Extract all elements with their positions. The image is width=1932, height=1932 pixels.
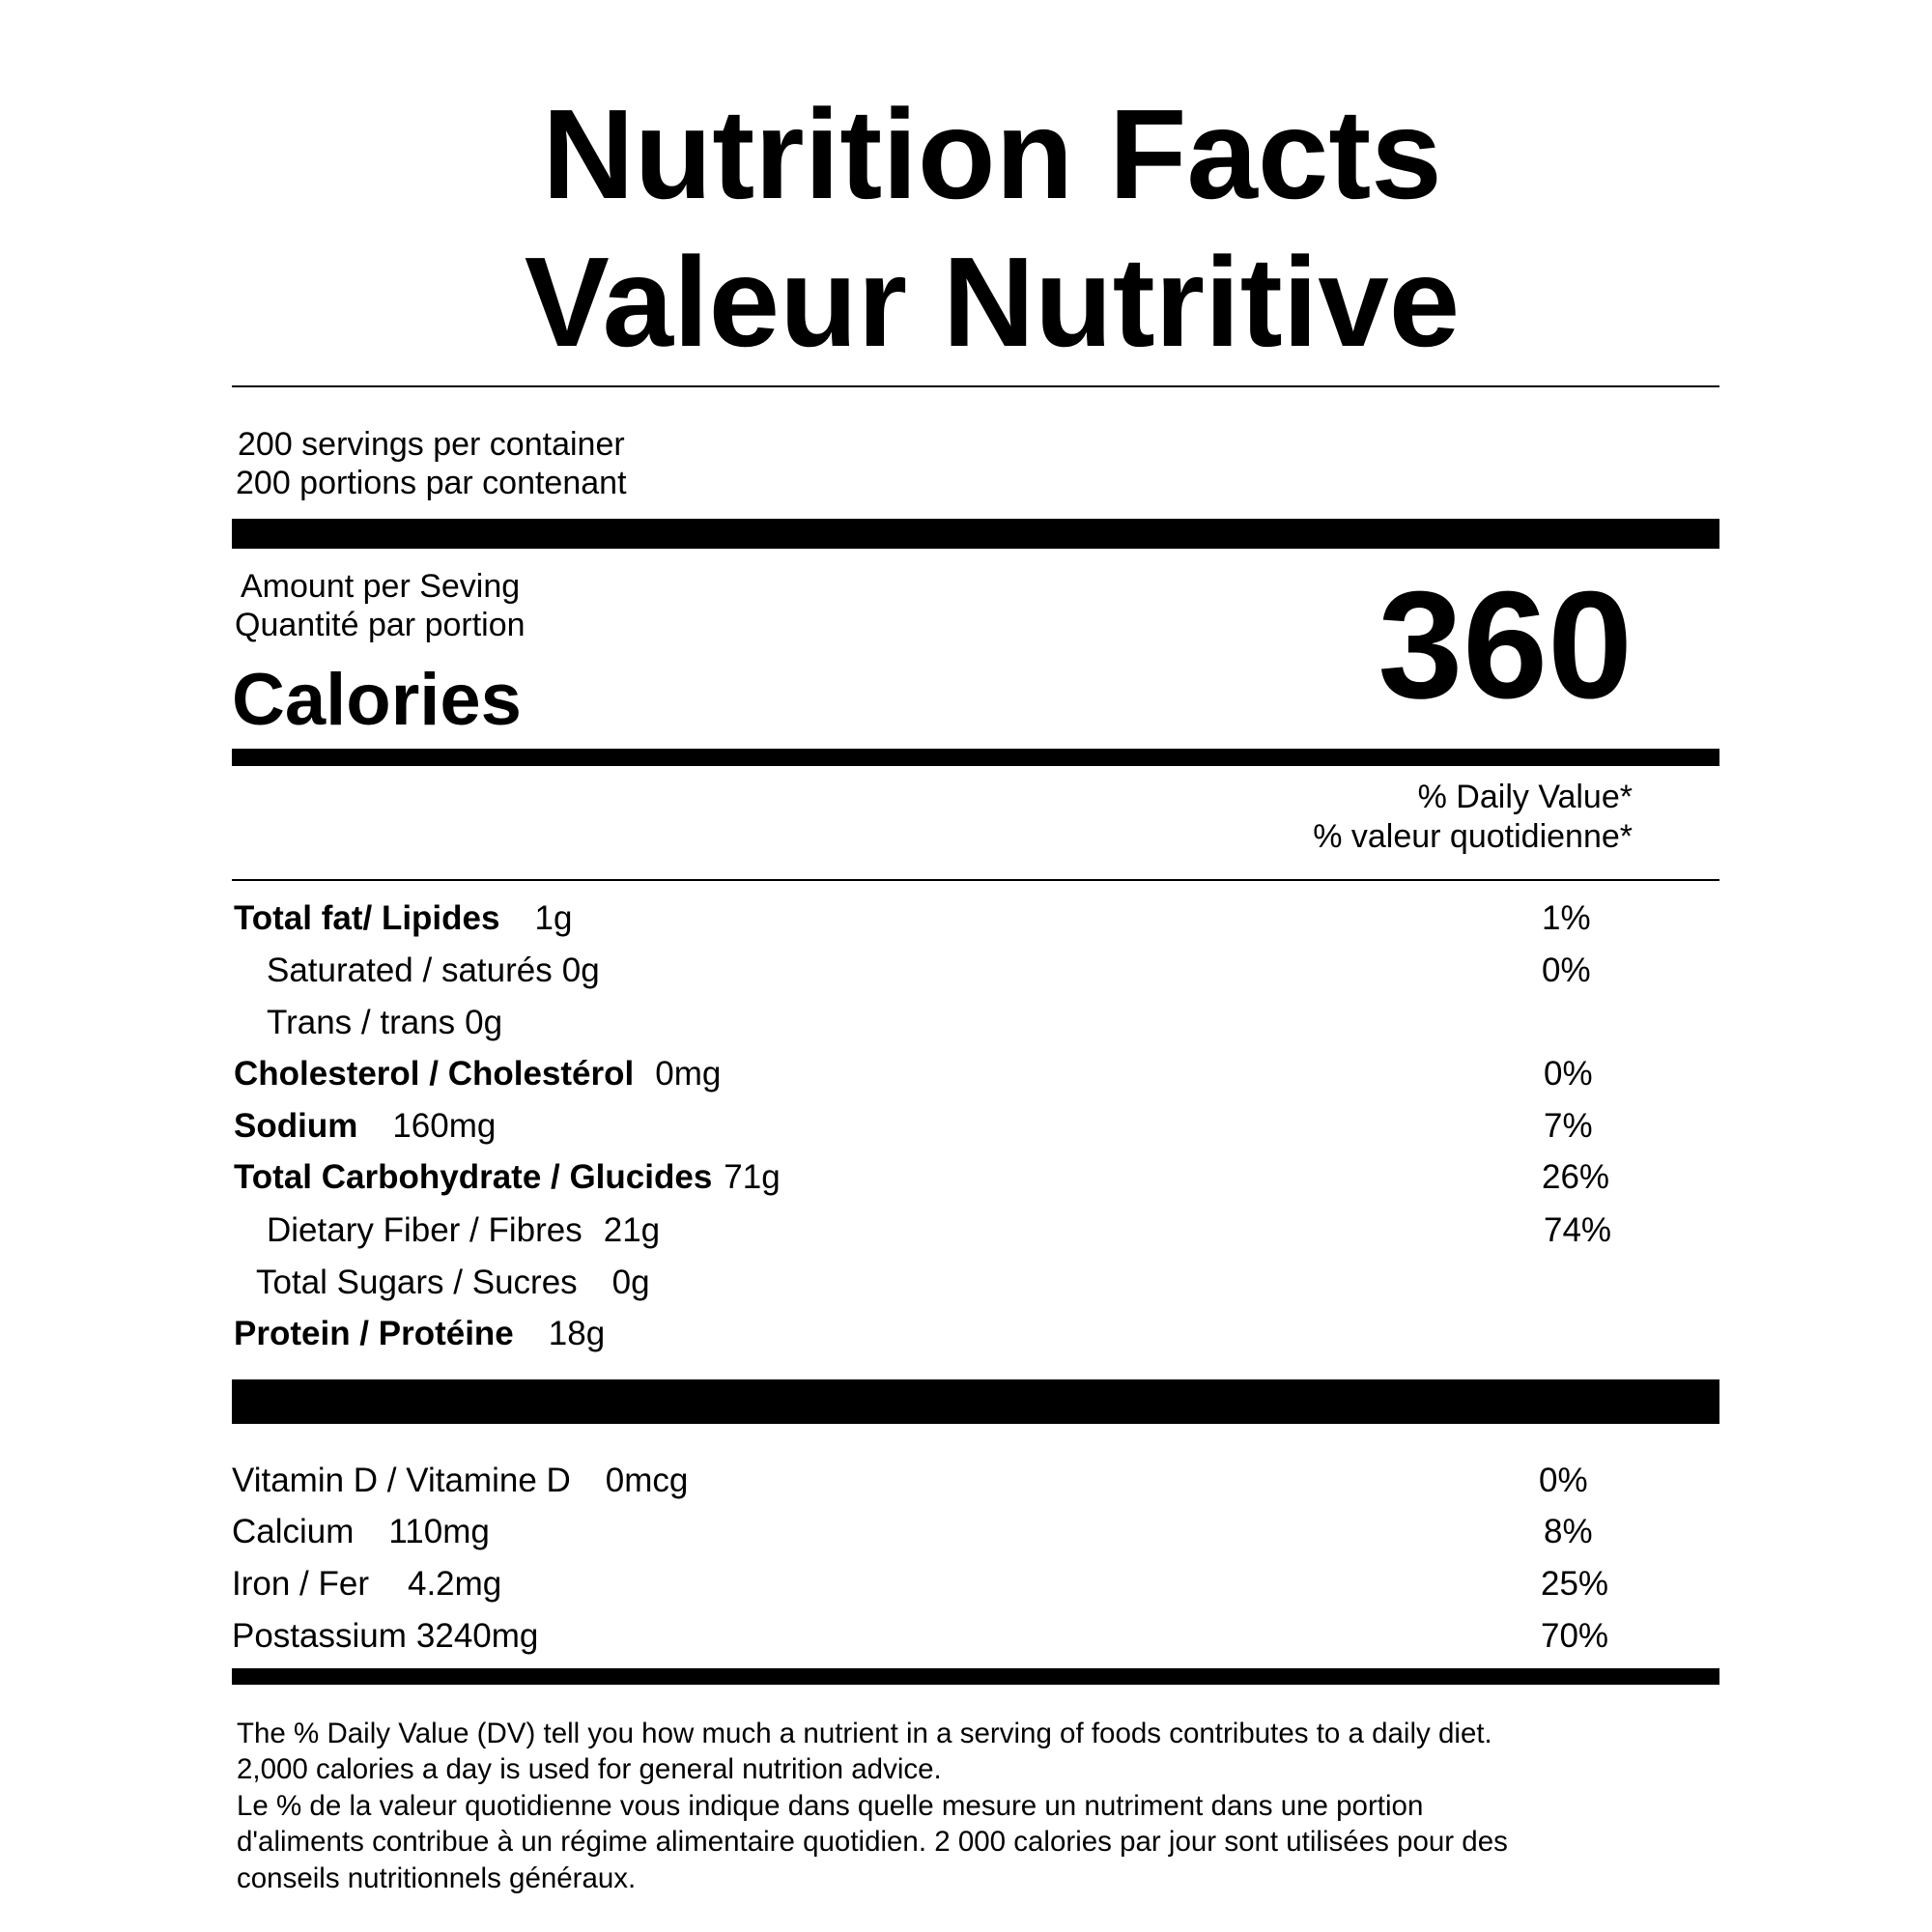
mineral-name: Calcium — [232, 1513, 354, 1550]
nutrient-amount: 0g — [562, 952, 600, 989]
nutrient-dv: 1% — [1542, 899, 1591, 937]
calories-label: Calories — [232, 659, 522, 741]
mineral-dv: 25% — [1541, 1565, 1608, 1603]
nutrient-row: Saturated / saturés 0g — [267, 952, 600, 989]
nutrient-name: Total Sugars / Sucres — [256, 1264, 578, 1301]
nutrient-dv: 0% — [1544, 1055, 1593, 1093]
mineral-row: Calcium 110mg — [232, 1513, 490, 1550]
nutrient-row: Cholesterol / Cholestérol 0mg — [234, 1055, 721, 1093]
nutrient-row: Total Sugars / Sucres 0g — [256, 1264, 650, 1301]
title-en: Nutrition Facts — [542, 83, 1441, 225]
nutrient-amount: 18g — [549, 1315, 605, 1352]
mineral-name: Vitamin D / Vitamine D — [232, 1462, 571, 1499]
mineral-row: Iron / Fer 4.2mg — [232, 1565, 501, 1603]
nutrient-amount: 1g — [534, 899, 572, 937]
nutrient-name: Dietary Fiber / Fibres — [267, 1211, 582, 1249]
bar — [232, 749, 1719, 766]
nutrient-amount: 0g — [612, 1264, 650, 1301]
nutrient-amount: 0g — [465, 1004, 502, 1041]
footnote-line: d'aliments contribue à un régime aliment… — [237, 1826, 1508, 1858]
nutrient-row: Dietary Fiber / Fibres 21g — [267, 1211, 660, 1249]
nutrient-row: Sodium 160mg — [234, 1107, 496, 1145]
footnote-line: conseils nutritionnels généraux. — [237, 1862, 636, 1894]
servings-fr: 200 portions par contenant — [236, 465, 627, 501]
mineral-dv: 0% — [1539, 1462, 1588, 1499]
footnote-line: The % Daily Value (DV) tell you how much… — [237, 1718, 1492, 1749]
nutrient-name: Trans / trans — [267, 1004, 455, 1041]
footnote-line: Le % de la valeur quotidienne vous indiq… — [237, 1790, 1423, 1822]
title-fr: Valeur Nutritive — [525, 231, 1460, 373]
mineral-amount: 4.2mg — [408, 1565, 501, 1603]
bar — [232, 519, 1719, 549]
mineral-amount: 110mg — [388, 1513, 489, 1550]
dv-header-fr: % valeur quotidienne* — [1313, 818, 1633, 855]
amount-per-fr: Quantité par portion — [235, 607, 526, 643]
mineral-row: Vitamin D / Vitamine D 0mcg — [232, 1462, 688, 1499]
nutrient-name: Total Carbohydrate / Glucides — [234, 1158, 712, 1196]
dv-header-en: % Daily Value* — [1418, 779, 1633, 815]
nutrient-name: Saturated / saturés — [267, 952, 553, 989]
rule — [232, 385, 1719, 387]
nutrient-amount: 0mg — [655, 1055, 721, 1093]
mineral-dv: 70% — [1541, 1617, 1608, 1655]
nutrient-name: Cholesterol / Cholestérol — [234, 1055, 634, 1093]
rule — [232, 879, 1719, 881]
mineral-row: Postassium 3240mg — [232, 1617, 538, 1655]
nutrient-dv: 7% — [1544, 1107, 1593, 1145]
nutrient-amount: 21g — [604, 1211, 660, 1249]
nutrient-name: Sodium — [234, 1107, 357, 1145]
nutrient-row: Trans / trans 0g — [267, 1004, 502, 1041]
nutrient-name: Protein / Protéine — [234, 1315, 514, 1352]
nutrient-amount: 160mg — [392, 1107, 496, 1145]
mineral-amount: 0mcg — [606, 1462, 689, 1499]
nutrient-amount: 71g — [724, 1158, 780, 1196]
calories-value: 360 — [1378, 560, 1633, 730]
nutrient-dv: 26% — [1542, 1158, 1609, 1196]
footnote-line: 2,000 calories a day is used for general… — [237, 1753, 942, 1785]
nutrient-row: Total fat/ Lipides 1g — [234, 899, 572, 937]
mineral-amount: 3240mg — [416, 1617, 538, 1655]
mineral-name: Postassium — [232, 1617, 407, 1655]
bar — [232, 1379, 1719, 1424]
amount-per-en: Amount per Seving — [241, 568, 520, 605]
nutrient-row: Total Carbohydrate / Glucides 71g — [234, 1158, 781, 1196]
servings-en: 200 servings per container — [238, 426, 625, 463]
bar — [232, 1668, 1719, 1685]
nutrient-row: Protein / Protéine 18g — [234, 1315, 605, 1352]
nutrient-dv: 0% — [1542, 952, 1591, 989]
mineral-dv: 8% — [1544, 1513, 1593, 1550]
nutrient-dv: 74% — [1544, 1211, 1611, 1249]
mineral-name: Iron / Fer — [232, 1565, 369, 1603]
nutrient-name: Total fat/ Lipides — [234, 899, 499, 937]
